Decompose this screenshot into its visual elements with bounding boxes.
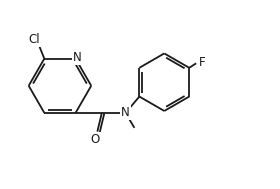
Text: N: N bbox=[73, 51, 82, 64]
Text: O: O bbox=[91, 133, 100, 146]
Text: N: N bbox=[121, 106, 130, 119]
Text: Cl: Cl bbox=[29, 33, 40, 46]
Text: F: F bbox=[199, 56, 205, 69]
